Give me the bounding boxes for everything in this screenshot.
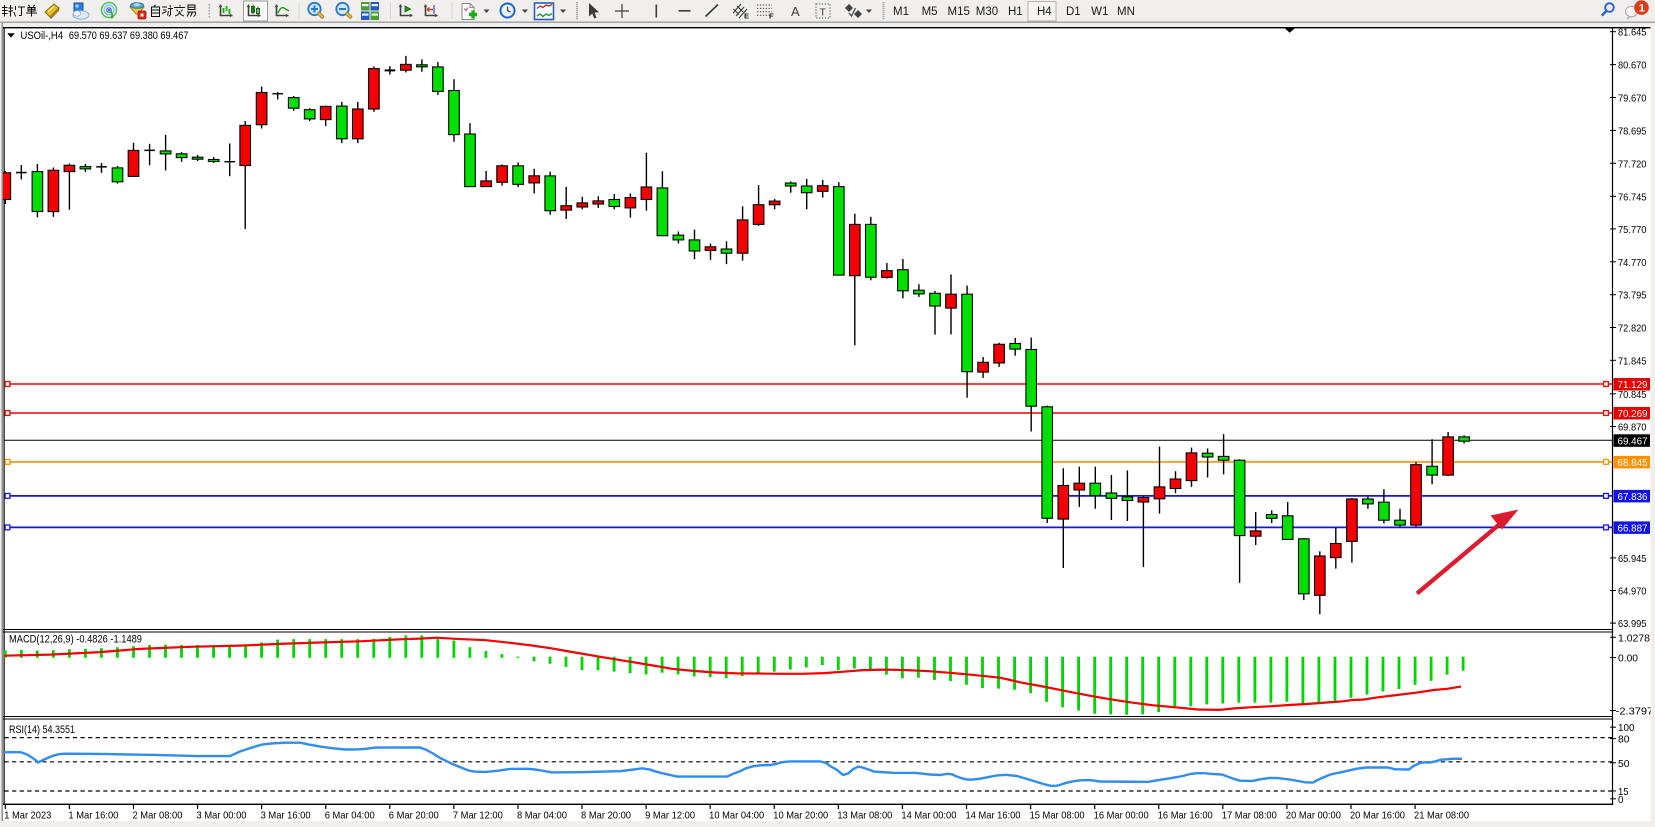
svg-text:74.770: 74.770 bbox=[1618, 257, 1647, 269]
svg-text:75.770: 75.770 bbox=[1618, 224, 1647, 236]
svg-text:72.820: 72.820 bbox=[1618, 323, 1647, 335]
svg-text:20 Mar 16:00: 20 Mar 16:00 bbox=[1350, 810, 1405, 822]
svg-text:10 Mar 04:00: 10 Mar 04:00 bbox=[709, 810, 764, 822]
svg-text:77.720: 77.720 bbox=[1618, 158, 1647, 170]
svg-text:70.845: 70.845 bbox=[1618, 389, 1647, 401]
svg-text:76.745: 76.745 bbox=[1618, 191, 1647, 203]
svg-text:H1: H1 bbox=[1008, 6, 1023, 18]
svg-text:M30: M30 bbox=[976, 6, 998, 18]
svg-text:21 Mar 08:00: 21 Mar 08:00 bbox=[1414, 810, 1469, 822]
svg-text:64.970: 64.970 bbox=[1618, 586, 1647, 598]
svg-text:T: T bbox=[820, 7, 827, 19]
svg-text:1: 1 bbox=[1639, 3, 1645, 15]
svg-text:13 Mar 08:00: 13 Mar 08:00 bbox=[837, 810, 892, 822]
svg-text:68.845: 68.845 bbox=[1618, 457, 1648, 469]
svg-text:M1: M1 bbox=[893, 6, 909, 18]
svg-text:E: E bbox=[744, 12, 749, 21]
svg-text:6 Mar 04:00: 6 Mar 04:00 bbox=[325, 810, 375, 822]
svg-text:50: 50 bbox=[1618, 758, 1630, 770]
svg-text:MACD(12,26,9) -0.4826 -1.1489: MACD(12,26,9) -0.4826 -1.1489 bbox=[9, 633, 142, 645]
svg-text:MN: MN bbox=[1117, 6, 1135, 18]
svg-text:78.695: 78.695 bbox=[1618, 125, 1647, 137]
svg-text:F: F bbox=[769, 12, 774, 21]
svg-text:16 Mar 16:00: 16 Mar 16:00 bbox=[1158, 810, 1213, 822]
svg-text:69.570 69.637 69.380 69.467: 69.570 69.637 69.380 69.467 bbox=[69, 30, 188, 42]
svg-text:W1: W1 bbox=[1091, 6, 1108, 18]
svg-text:10 Mar 20:00: 10 Mar 20:00 bbox=[773, 810, 828, 822]
svg-text:80.670: 80.670 bbox=[1618, 60, 1647, 72]
svg-text:80: 80 bbox=[1618, 734, 1630, 746]
svg-text:0.00: 0.00 bbox=[1618, 653, 1638, 665]
svg-text:M5: M5 bbox=[922, 6, 938, 18]
svg-text:-2.3797: -2.3797 bbox=[1616, 706, 1654, 718]
svg-text:15: 15 bbox=[1618, 786, 1629, 798]
svg-text:67.836: 67.836 bbox=[1618, 491, 1648, 503]
svg-text:70.269: 70.269 bbox=[1618, 408, 1648, 420]
svg-text:USOil-,H4: USOil-,H4 bbox=[21, 30, 64, 42]
svg-text:66.887: 66.887 bbox=[1618, 523, 1648, 535]
svg-text:3 Mar 00:00: 3 Mar 00:00 bbox=[197, 810, 247, 822]
svg-text:9 Mar 12:00: 9 Mar 12:00 bbox=[645, 810, 695, 822]
svg-text:17 Mar 08:00: 17 Mar 08:00 bbox=[1222, 810, 1277, 822]
svg-text:8 Mar 20:00: 8 Mar 20:00 bbox=[581, 810, 631, 822]
svg-text:2 Mar 08:00: 2 Mar 08:00 bbox=[132, 810, 182, 822]
svg-text:79.670: 79.670 bbox=[1618, 93, 1647, 105]
svg-text:63.995: 63.995 bbox=[1618, 618, 1647, 630]
svg-text:71.845: 71.845 bbox=[1618, 355, 1647, 367]
svg-text:0: 0 bbox=[1618, 794, 1624, 806]
svg-text:15 Mar 08:00: 15 Mar 08:00 bbox=[1030, 810, 1085, 822]
svg-text:H4: H4 bbox=[1037, 6, 1052, 18]
svg-text:7 Mar 12:00: 7 Mar 12:00 bbox=[453, 810, 503, 822]
svg-text:M15: M15 bbox=[948, 6, 970, 18]
svg-text:3 Mar 16:00: 3 Mar 16:00 bbox=[261, 810, 311, 822]
svg-text:73.795: 73.795 bbox=[1618, 290, 1647, 302]
svg-text:1.0278: 1.0278 bbox=[1618, 632, 1650, 644]
svg-text:1 Mar 16:00: 1 Mar 16:00 bbox=[68, 810, 118, 822]
svg-text:A: A bbox=[791, 4, 800, 19]
svg-text:20 Mar 00:00: 20 Mar 00:00 bbox=[1286, 810, 1341, 822]
svg-text:6 Mar 20:00: 6 Mar 20:00 bbox=[389, 810, 439, 822]
svg-text:1 Mar 2023: 1 Mar 2023 bbox=[4, 810, 51, 822]
svg-text:69.467: 69.467 bbox=[1618, 436, 1648, 448]
svg-text:14 Mar 00:00: 14 Mar 00:00 bbox=[901, 810, 956, 822]
svg-text:8 Mar 04:00: 8 Mar 04:00 bbox=[517, 810, 567, 822]
svg-text:100: 100 bbox=[1618, 722, 1635, 734]
svg-text:14 Mar 16:00: 14 Mar 16:00 bbox=[966, 810, 1021, 822]
svg-text:D1: D1 bbox=[1066, 6, 1081, 18]
svg-text:69.870: 69.870 bbox=[1618, 422, 1647, 434]
svg-text:RSI(14) 54.3551: RSI(14) 54.3551 bbox=[9, 724, 75, 736]
svg-text:71.129: 71.129 bbox=[1618, 379, 1648, 391]
svg-text:16 Mar 00:00: 16 Mar 00:00 bbox=[1094, 810, 1149, 822]
svg-text:81.645: 81.645 bbox=[1618, 27, 1647, 39]
svg-text:65.945: 65.945 bbox=[1618, 553, 1647, 565]
